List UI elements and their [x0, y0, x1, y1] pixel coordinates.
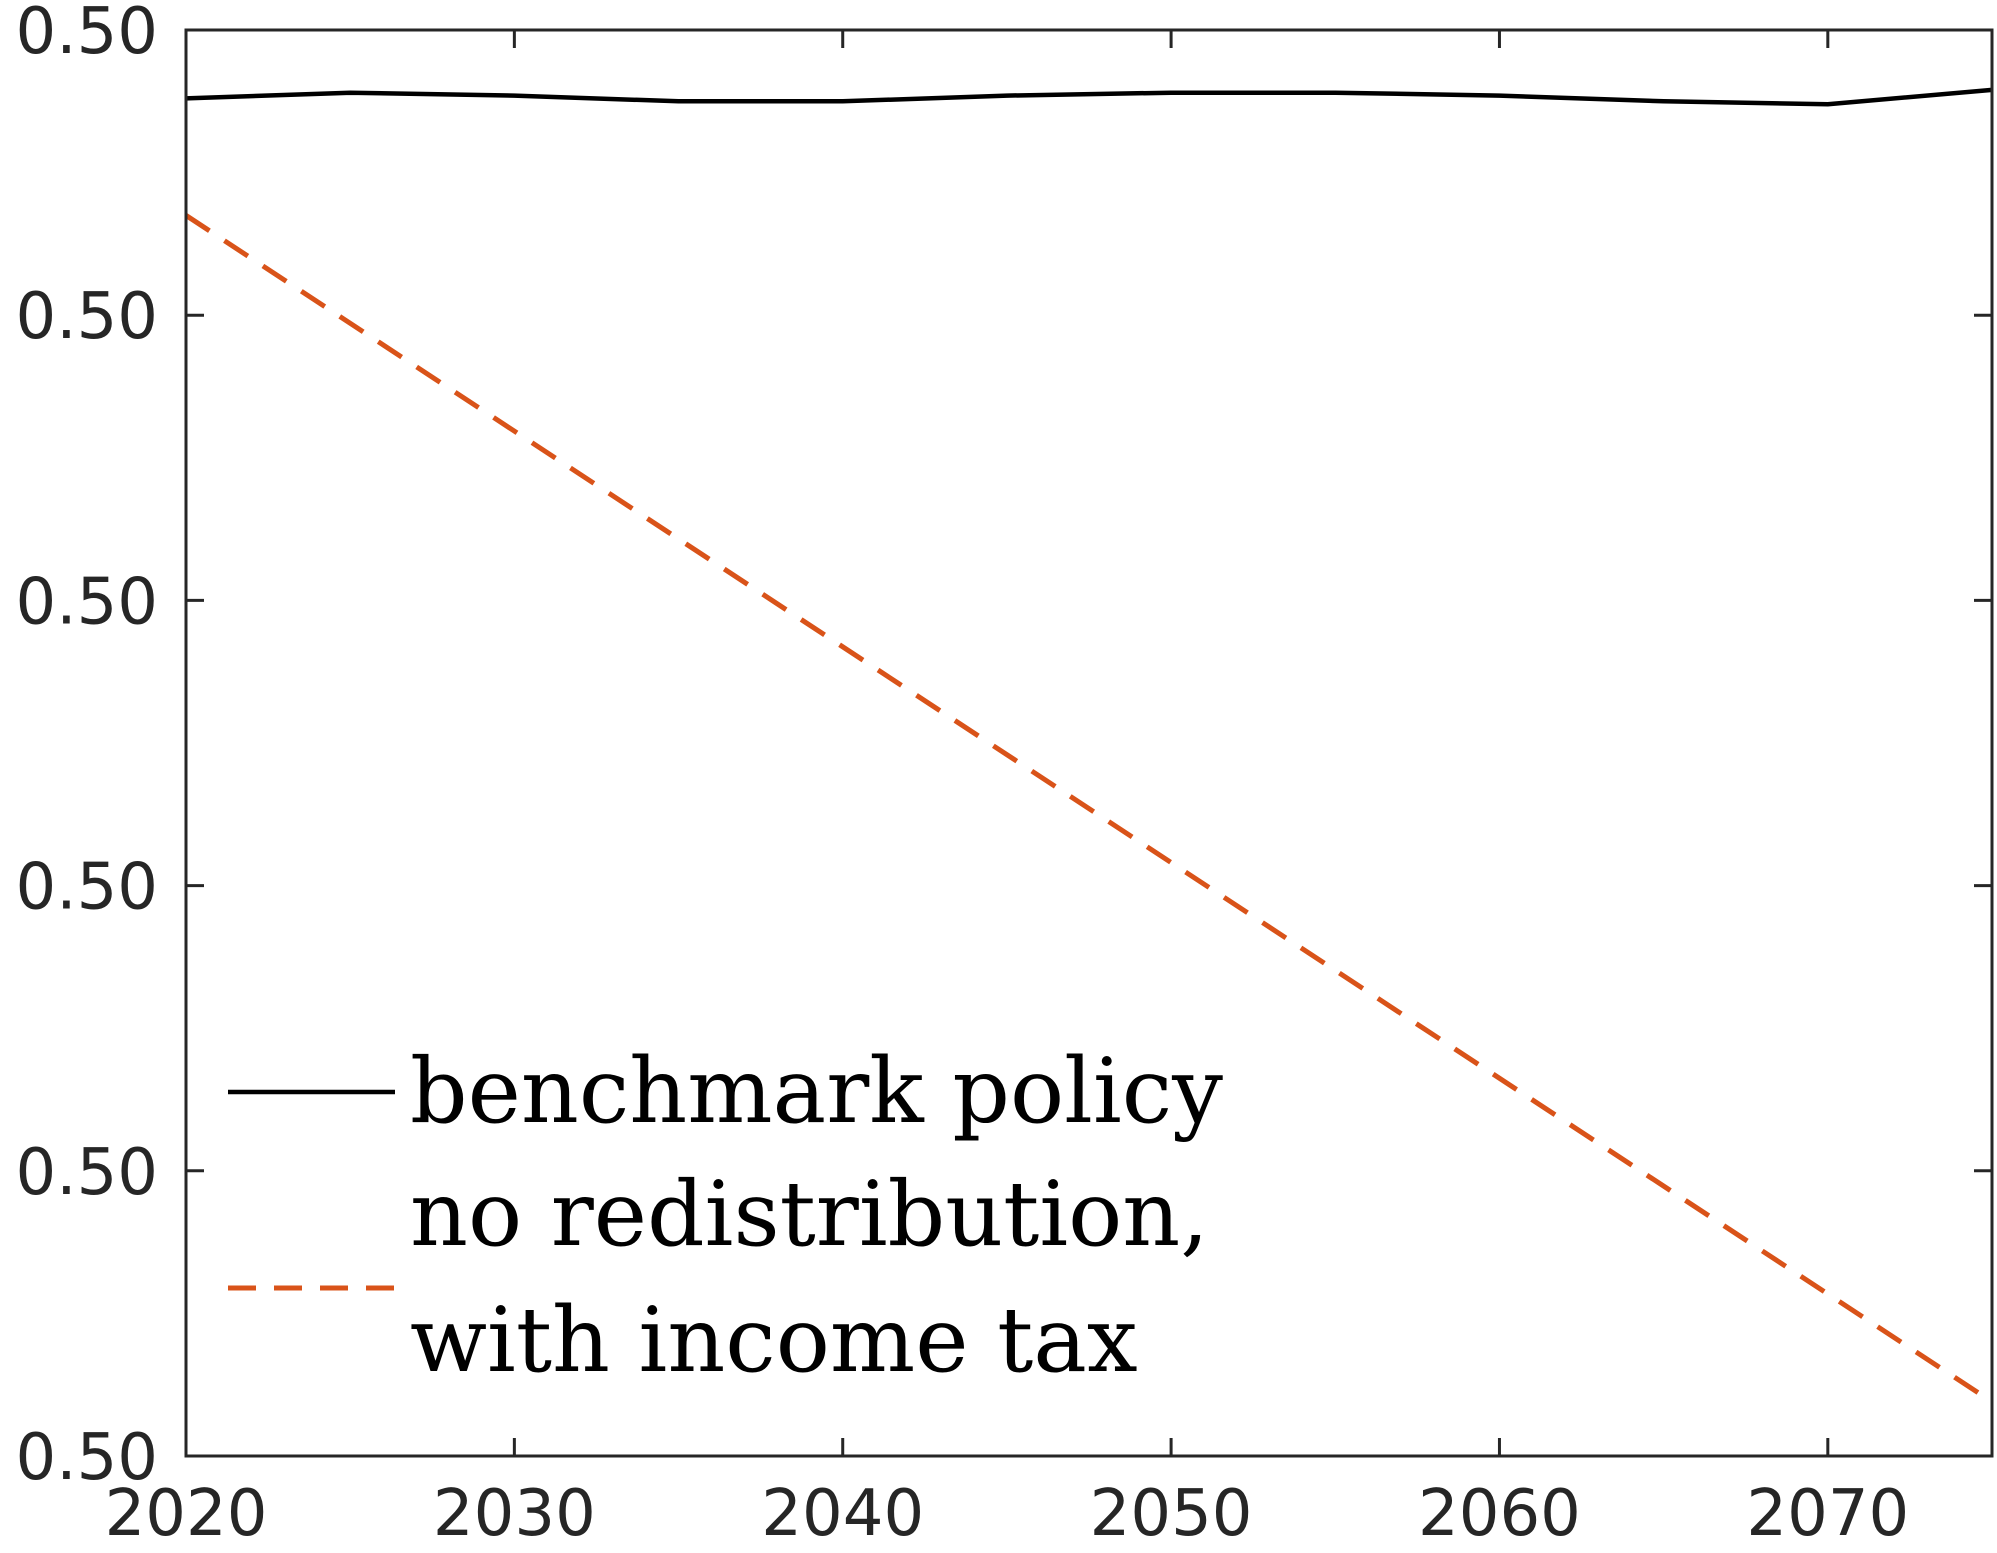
x-tick-label: 2060	[1418, 1477, 1581, 1551]
x-tick-label: 2040	[761, 1477, 924, 1551]
y-tick-label: 0.50	[16, 565, 159, 639]
x-tick-label: 2020	[105, 1477, 268, 1551]
plot-layer	[184, 87, 1994, 1404]
axes-layer: 2020 2030 2040 2050 2060 2070 0.50 0.50 0.50 0.50…	[16, 0, 1994, 1551]
y-tick-label: 0.50	[16, 851, 159, 925]
series-line-2	[184, 213, 1994, 1404]
x-tick-label: 2030	[433, 1477, 596, 1551]
x-tick-label: 2050	[1090, 1477, 1253, 1551]
y-tick-label: 0.50	[16, 0, 159, 69]
series-line-1	[185, 87, 1993, 107]
y-tick-label: 0.50	[16, 280, 159, 354]
x-tick-label: 2070	[1746, 1477, 1909, 1551]
y-tick-label: 0.50	[16, 1136, 159, 1210]
y-tick-label: 0.50	[16, 1421, 159, 1495]
axes-box	[184, 28, 1994, 1458]
legend-label-no-redistribution: no redistribution, with income tax	[410, 1162, 1209, 1393]
legend: benchmark policy no redistribution, with i…	[228, 1039, 1223, 1393]
legend-label-line: with income tax	[410, 1288, 1138, 1393]
legend-label-line: no redistribution,	[410, 1162, 1209, 1267]
legend-label-benchmark: benchmark policy	[410, 1039, 1223, 1144]
